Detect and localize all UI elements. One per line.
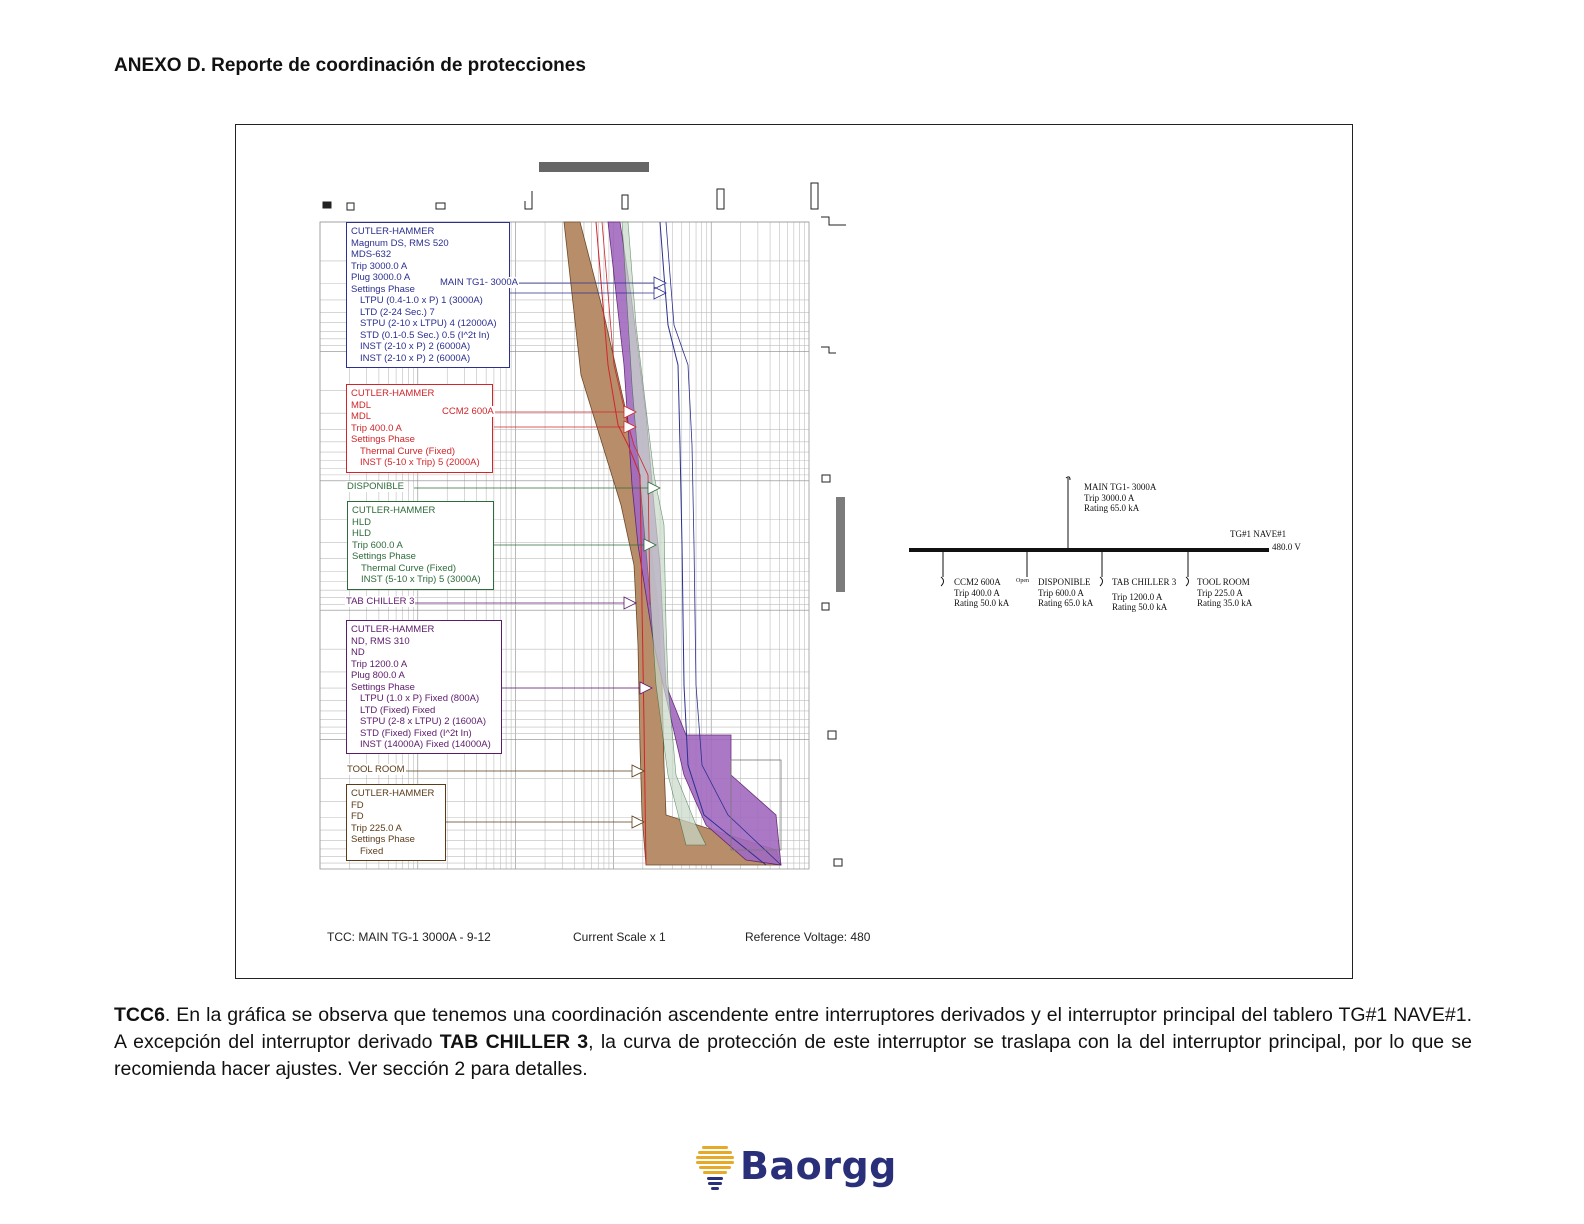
device-line: FD	[351, 811, 364, 822]
device-setting: INST (5-10 x Trip) 5 (2000A)	[360, 457, 480, 468]
device-setting: INST (2-10 x P) 2 (6000A)	[360, 352, 471, 364]
sld-open-tag: Open	[1016, 578, 1029, 584]
page-heading: ANEXO D. Reporte de coordinación de prot…	[114, 55, 586, 76]
device-setting: Fixed	[360, 845, 384, 857]
device-line: Trip 400.0 A	[351, 422, 402, 434]
device-line: ND, RMS 310	[351, 635, 410, 647]
device-setting: LTPU (1.0 x P) Fixed (800A)	[360, 693, 480, 704]
curve-main	[659, 221, 767, 866]
device-setting: INST (14000A) Fixed (14000A)	[360, 739, 491, 750]
sld-bus-name: TG#1 NAVE#1	[1230, 529, 1287, 539]
device-setting: LTPU (0.4-1.0 x P) 1 (3000A)	[360, 295, 483, 306]
curve-label-main: MAIN TG1- 3000A	[439, 277, 519, 288]
brand-name: Baorgg	[740, 1144, 897, 1188]
caption-highlight: TAB CHILLER 3	[439, 1031, 589, 1053]
device-setting: INST (5-10 x Trip) 5 (3000A)	[361, 574, 481, 585]
device-lines: CUTLER-HAMMER FD FD Trip 225.0 A Settings Ph…	[351, 788, 441, 846]
caption-label: TCC6	[114, 1004, 165, 1026]
sld-feeder-tab-chiller: TAB CHILLER 3 Trip 1200.0 A Rating 50.0 …	[1112, 577, 1177, 612]
curve-label-ccm2: CCM2 600A	[441, 406, 495, 417]
device-line: HLD	[352, 528, 372, 539]
tcc-name: TCC: MAIN TG-1 3000A - 9-12	[327, 930, 491, 944]
device-line: MDL	[351, 399, 372, 411]
tcc-reference-voltage: Reference Voltage: 480	[745, 930, 871, 944]
sld-feeder-ccm2: CCM2 600A Trip 400.0 A Rating 50.0 kA	[954, 577, 1010, 608]
device-settings: Fixed	[351, 846, 441, 858]
device-box-ccm2: CUTLER-HAMMER MDL MDL Trip 400.0 A Settings …	[346, 384, 493, 473]
curve-label-tab-chiller: TAB CHILLER 3	[345, 596, 416, 607]
device-box-tool-room: CUTLER-HAMMER FD FD Trip 225.0 A Settings Ph…	[346, 784, 446, 861]
device-line: FD	[351, 799, 364, 811]
sld-main-breaker: MAIN TG1- 3000A Trip 3000.0 A Rating 65.…	[1084, 482, 1157, 513]
device-line: Trip 3000.0 A	[351, 260, 408, 272]
device-setting: INST (2-10 x P) 2 (6000A)	[360, 341, 471, 352]
device-line: Trip 225.0 A	[351, 822, 402, 834]
device-line: CUTLER-HAMMER	[352, 505, 436, 516]
device-line: MDS-632	[351, 249, 392, 260]
device-line: CUTLER-HAMMER	[351, 226, 435, 237]
device-setting: Thermal Curve (Fixed)	[361, 562, 457, 574]
device-line: CUTLER-HAMMER	[351, 624, 435, 635]
device-line: Settings Phase	[351, 283, 415, 295]
device-line: CUTLER-HAMMER	[351, 388, 435, 399]
device-settings: Thermal Curve (Fixed) INST (5-10 x Trip) …	[352, 563, 489, 586]
device-box-disponible: CUTLER-HAMMER HLD HLD Trip 600.0 A Settings …	[347, 501, 494, 590]
caption-text-2: , la curva de protección de este interru…	[114, 1031, 1472, 1080]
device-setting: LTD (Fixed) Fixed	[360, 704, 436, 716]
device-lines: CUTLER-HAMMER Magnum DS, RMS 520 MDS-632 Tr…	[351, 226, 505, 295]
tcc-curves	[563, 221, 782, 866]
device-line: Plug 800.0 A	[351, 670, 405, 681]
figure-caption: TCC6. En la gráfica se observa que tenem…	[114, 1002, 1472, 1083]
device-line: Settings Phase	[352, 551, 416, 562]
brand-logo: Baorgg	[694, 1140, 897, 1192]
device-setting: STPU (2-10 x LTPU) 4 (12000A)	[360, 318, 497, 329]
device-line: Plug 3000.0 A	[351, 272, 411, 283]
device-settings: LTPU (1.0 x P) Fixed (800A) LTD (Fixed) F…	[351, 693, 497, 751]
device-line: MDL	[351, 411, 372, 422]
device-line: Settings Phase	[351, 834, 415, 845]
device-lines: CUTLER-HAMMER MDL MDL Trip 400.0 A Settings …	[351, 388, 488, 446]
device-line: Magnum DS, RMS 520	[351, 237, 449, 249]
device-settings: LTPU (0.4-1.0 x P) 1 (3000A) LTD (2-24 Se…	[351, 295, 505, 364]
device-line: Settings Phase	[351, 434, 415, 445]
single-line-diagram	[909, 476, 1269, 587]
curve-disponible	[621, 221, 707, 846]
sld-bus-voltage: 480.0 V	[1272, 542, 1301, 552]
tcc-current-scale: Current Scale x 1	[573, 930, 666, 944]
curve-label-disponible: DISPONIBLE	[346, 481, 406, 492]
device-setting: Thermal Curve (Fixed)	[360, 445, 456, 457]
device-lines: CUTLER-HAMMER HLD HLD Trip 600.0 A Settings …	[352, 505, 489, 563]
sld-feeder-disponible: DISPONIBLE Trip 600.0 A Rating 65.0 kA	[1038, 577, 1094, 608]
device-setting: STD (Fixed) Fixed (I^2t In)	[360, 727, 472, 739]
caption-text-1: . En la gráfica se observa que tenemos u…	[114, 1004, 1472, 1053]
tcc-figure: CUTLER-HAMMER Magnum DS, RMS 520 MDS-632 Tr…	[235, 124, 1353, 979]
device-line: ND	[351, 647, 365, 658]
curve-ccm2	[595, 221, 647, 866]
lightbulb-icon	[696, 1146, 734, 1190]
sld-feeder-tool-room: TOOL ROOM Trip 225.0 A Rating 35.0 kA	[1197, 577, 1253, 608]
device-line: Settings Phase	[351, 681, 415, 693]
device-line: Trip 1200.0 A	[351, 658, 408, 670]
curve-label-tool-room: TOOL ROOM	[346, 764, 406, 775]
device-setting: STD (0.1-0.5 Sec.) 0.5 (I^2t In)	[360, 329, 490, 341]
device-setting: LTD (2-24 Sec.) 7	[360, 306, 435, 318]
device-setting: STPU (2-8 x LTPU) 2 (1600A)	[360, 716, 487, 727]
leader-lines	[406, 276, 667, 829]
device-box-main: CUTLER-HAMMER Magnum DS, RMS 520 MDS-632 Tr…	[346, 222, 510, 368]
device-line: Trip 600.0 A	[352, 539, 403, 551]
device-line: HLD	[352, 516, 372, 528]
device-settings: Thermal Curve (Fixed) INST (5-10 x Trip) …	[351, 446, 488, 469]
device-line: CUTLER-HAMMER	[351, 788, 435, 799]
